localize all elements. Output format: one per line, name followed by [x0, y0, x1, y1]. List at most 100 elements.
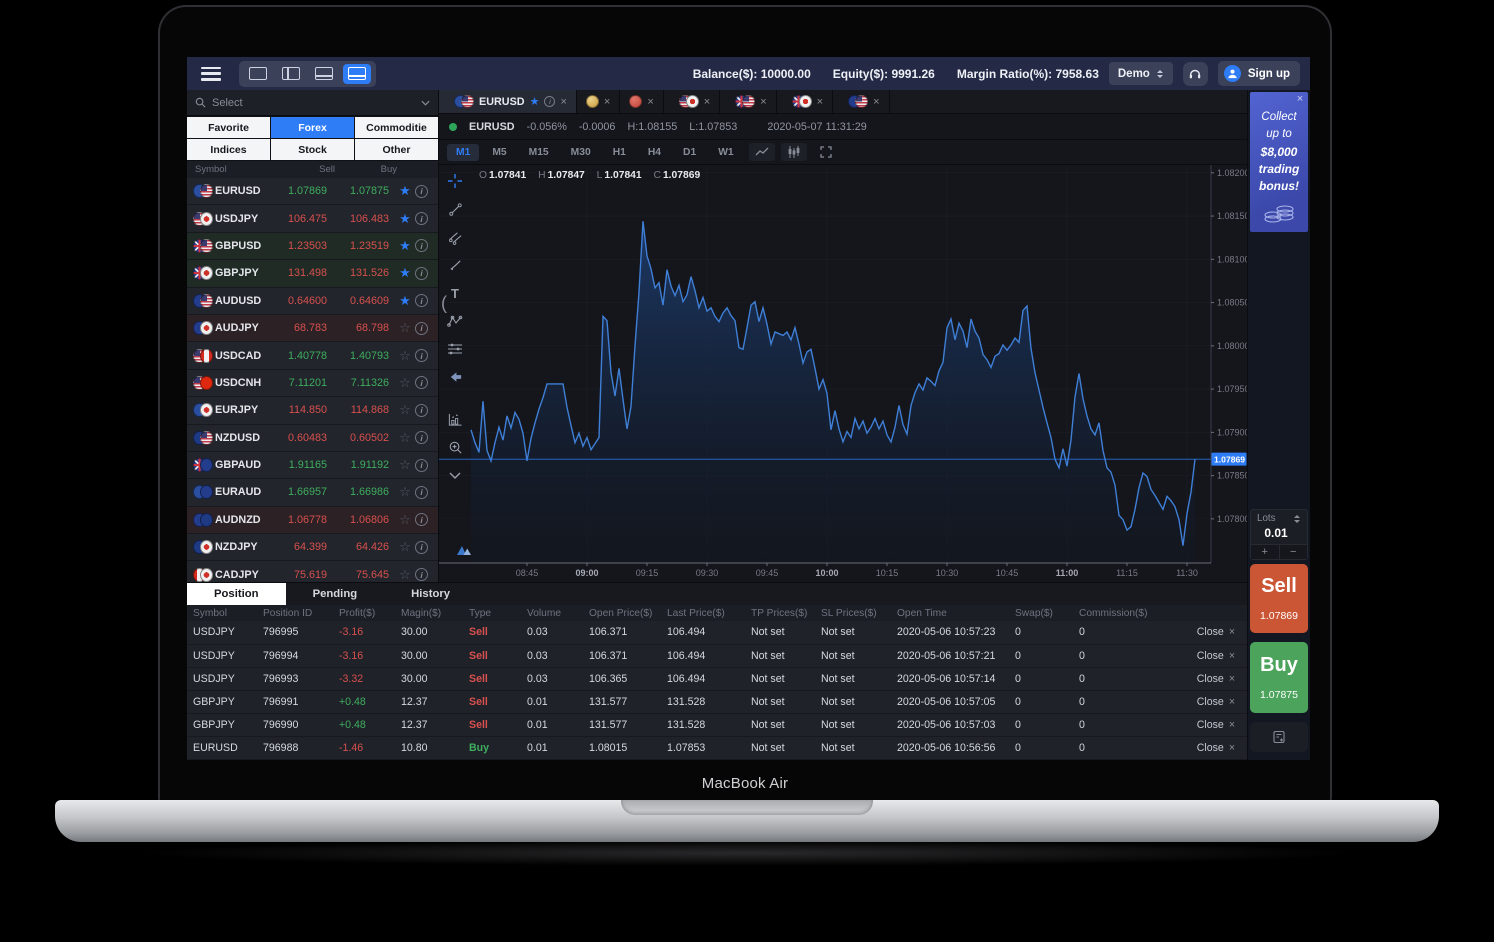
watchlist-tab-indices[interactable]: Indices: [187, 139, 270, 160]
buy-price[interactable]: 1.66986: [349, 486, 389, 499]
sell-price[interactable]: 1.23503: [287, 239, 327, 252]
favorite-star-icon[interactable]: ☆: [399, 511, 411, 527]
close-tab-icon[interactable]: ×: [760, 95, 767, 108]
watchlist-tab-stock[interactable]: Stock: [271, 139, 354, 160]
watchlist-row-eurjpy[interactable]: EURJPY 114.850 114.868 ☆ i: [187, 397, 438, 425]
sell-price[interactable]: 64.399: [293, 541, 327, 554]
panel-collapse-handle[interactable]: (: [441, 293, 447, 313]
positions-tab-position[interactable]: Position: [187, 583, 286, 605]
lots-sort-arrows-icon[interactable]: [1293, 514, 1301, 524]
chart-area[interactable]: T: [439, 165, 1247, 582]
chart-tab-2[interactable]: ×: [620, 90, 664, 113]
favorite-star-icon[interactable]: ☆: [399, 429, 411, 445]
timeframe-d1[interactable]: D1: [674, 144, 705, 161]
favorite-star-icon[interactable]: ★: [399, 265, 411, 281]
watchlist-tab-forex[interactable]: Forex: [271, 117, 354, 138]
favorite-star-icon[interactable]: ☆: [399, 566, 411, 582]
sell-price[interactable]: 114.850: [288, 404, 327, 417]
watchlist-row-gbpusd[interactable]: GBPUSD 1.23503 1.23519 ★ i: [187, 232, 438, 261]
buy-price[interactable]: 75.645: [355, 568, 389, 581]
timeframe-w1[interactable]: W1: [709, 144, 742, 161]
account-type-select[interactable]: Demo: [1108, 62, 1173, 85]
chart-tab-4[interactable]: ×: [720, 90, 777, 113]
fullscreen-icon[interactable]: [813, 143, 839, 161]
chevron-down-icon[interactable]: [421, 100, 430, 106]
sell-price[interactable]: 1.91165: [288, 459, 327, 472]
sell-price[interactable]: 1.40778: [287, 349, 327, 362]
lots-decrease-button[interactable]: −: [1279, 545, 1307, 559]
layout-option-left-panel[interactable]: [277, 64, 305, 84]
watchlist-row-gbpjpy[interactable]: GBPJPY 131.498 131.526 ★ i: [187, 260, 438, 288]
favorite-star-icon[interactable]: ★: [399, 292, 411, 308]
timeframe-h4[interactable]: H4: [639, 144, 670, 161]
info-icon[interactable]: i: [415, 184, 428, 198]
crosshair-tool-icon[interactable]: [443, 169, 467, 193]
info-icon[interactable]: i: [415, 403, 428, 417]
favorite-star-icon[interactable]: ☆: [399, 402, 411, 418]
watchlist-row-usdcnh[interactable]: USDCNH 7.11201 7.11326 ☆ i: [187, 369, 438, 398]
trend-line-tool-icon[interactable]: [443, 197, 467, 221]
watchlist-row-audusd[interactable]: AUDUSD 0.64600 0.64609 ★ i: [187, 287, 438, 315]
favorite-star-icon[interactable]: ☆: [399, 347, 411, 363]
chart-tab-eurusd[interactable]: EURUSD ★ i ×: [439, 90, 577, 113]
sell-price[interactable]: 7.11201: [288, 376, 327, 389]
sell-price[interactable]: 1.66957: [287, 486, 327, 499]
timeframe-m15[interactable]: M15: [520, 144, 558, 161]
fibonacci-tool-icon[interactable]: [443, 337, 467, 361]
chart-tab-1[interactable]: ×: [577, 90, 621, 113]
buy-button[interactable]: Buy 1.07875: [1250, 642, 1308, 713]
favorite-star-icon[interactable]: ★: [399, 183, 411, 199]
sell-price[interactable]: 131.498: [287, 267, 327, 280]
watchlist-tab-favorite[interactable]: Favorite: [187, 117, 270, 138]
chart-tab-6[interactable]: ×: [833, 90, 890, 113]
buy-price[interactable]: 0.64609: [349, 294, 389, 307]
buy-price[interactable]: 106.483: [349, 212, 389, 225]
signup-button[interactable]: Sign up: [1217, 61, 1300, 86]
info-icon[interactable]: i: [415, 458, 428, 472]
close-position-button[interactable]: Close ×: [1191, 719, 1247, 731]
buy-price[interactable]: 0.60502: [349, 431, 389, 444]
buy-price[interactable]: 1.07875: [349, 185, 389, 198]
info-icon[interactable]: i: [415, 431, 428, 445]
timeframe-m1[interactable]: M1: [447, 143, 480, 161]
favorite-star-icon[interactable]: ☆: [399, 374, 411, 390]
close-position-button[interactable]: Close ×: [1191, 673, 1247, 685]
close-tab-icon[interactable]: ×: [560, 95, 567, 108]
close-tab-icon[interactable]: ×: [816, 95, 824, 108]
lots-value[interactable]: 0.01: [1264, 526, 1288, 540]
close-position-button[interactable]: Close ×: [1191, 650, 1247, 662]
zoom-in-icon[interactable]: [443, 435, 467, 459]
favorite-star-icon[interactable]: ☆: [399, 320, 411, 336]
favorite-star-icon[interactable]: ★: [529, 96, 540, 108]
buy-price[interactable]: 7.11326: [350, 376, 389, 389]
timeframe-m5[interactable]: M5: [483, 144, 515, 161]
sell-price[interactable]: 106.475: [287, 212, 327, 225]
sell-price[interactable]: 68.783: [293, 322, 327, 335]
collapse-toolbar-icon[interactable]: [443, 463, 467, 487]
line-chart-type-icon[interactable]: [748, 143, 775, 161]
chart-tab-5[interactable]: ×: [777, 90, 834, 113]
price-chart[interactable]: 1.08200 1.08150 1.08100 1.08050 1.08000 1.079…: [439, 165, 1247, 582]
info-icon[interactable]: i: [415, 239, 428, 253]
favorite-star-icon[interactable]: ☆: [399, 457, 411, 473]
info-icon[interactable]: i: [415, 513, 428, 527]
menu-button[interactable]: [201, 66, 221, 81]
positions-tab-history[interactable]: History: [384, 583, 477, 605]
text-tool-icon[interactable]: T: [443, 281, 467, 305]
undo-arrow-icon[interactable]: [443, 365, 467, 389]
search-input[interactable]: [212, 96, 415, 109]
watchlist-row-eurusd[interactable]: EURUSD 1.07869 1.07875 ★ i: [187, 178, 438, 206]
favorite-star-icon[interactable]: ★: [399, 237, 411, 253]
banner-close-icon[interactable]: ×: [1296, 93, 1303, 105]
positions-tab-pending[interactable]: Pending: [286, 583, 385, 605]
info-icon[interactable]: i: [415, 540, 428, 554]
watchlist-row-euraud[interactable]: EURAUD 1.66957 1.66986 ☆ i: [187, 479, 438, 507]
timeframe-h1[interactable]: H1: [604, 144, 635, 161]
layout-option-bottom-panel-active[interactable]: [343, 63, 371, 84]
info-icon[interactable]: i: [415, 568, 428, 582]
watchlist-row-usdjpy[interactable]: USDJPY 106.475 106.483 ★ i: [187, 205, 438, 233]
info-icon[interactable]: i: [544, 96, 556, 107]
buy-price[interactable]: 64.426: [355, 541, 389, 554]
buy-price[interactable]: 68.798: [355, 322, 389, 335]
sell-price[interactable]: 1.06778: [287, 513, 327, 526]
